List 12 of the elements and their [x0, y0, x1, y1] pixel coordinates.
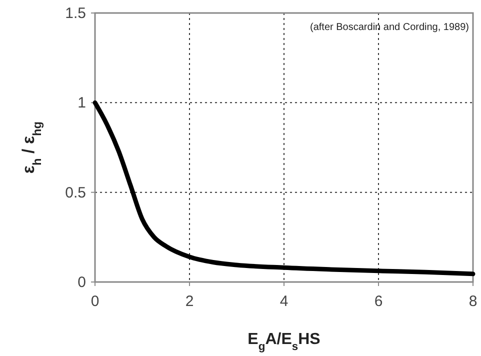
x-tick-label: 0	[90, 293, 100, 310]
x-axis-title: E$_{g}$A/E$_{s}$HS	[248, 331, 321, 353]
y-tick-label: 0.5	[65, 184, 86, 202]
line-series	[92, 100, 476, 276]
x-tick-label: 8	[468, 293, 478, 310]
x-tick-label: 2	[185, 293, 194, 310]
x-tick-label: 6	[374, 293, 383, 310]
y-tick-label: 0	[78, 274, 86, 291]
y-tick-label: 1	[78, 94, 86, 112]
x-tick-label: 4	[280, 293, 288, 310]
y-tick-label: 1.5	[65, 5, 86, 22]
annotation: (after Boscardin and Cording, 1989)	[310, 22, 469, 33]
